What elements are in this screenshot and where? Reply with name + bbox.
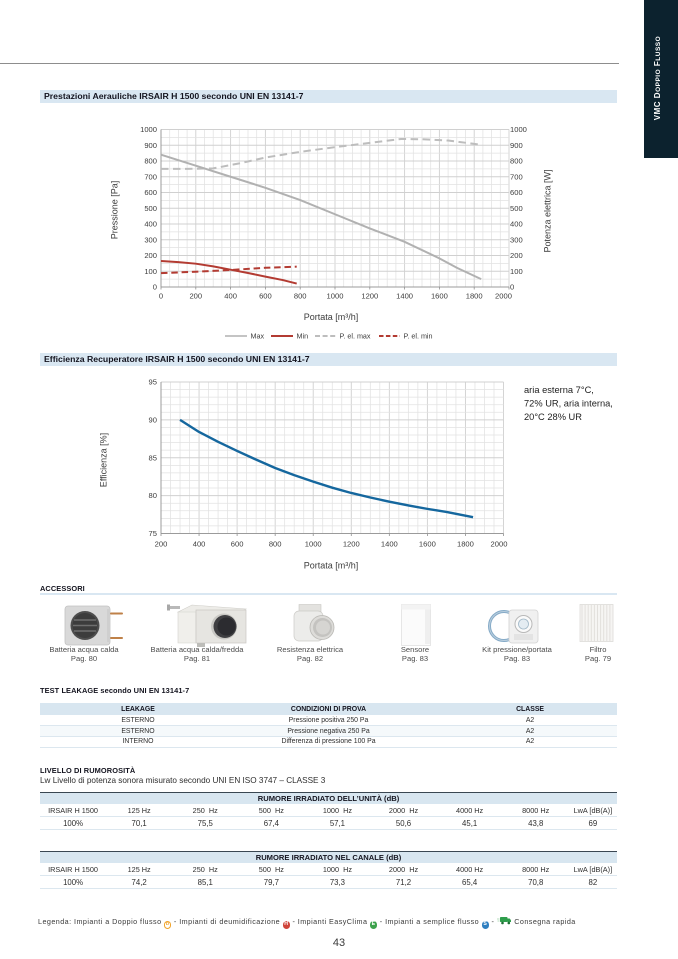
svg-text:Potenza elettrica [W]: Potenza elettrica [W] [543,169,553,252]
svg-text:P. el. max: P. el. max [340,331,371,340]
svg-text:600: 600 [510,188,523,197]
svg-text:800: 800 [510,157,523,166]
svg-text:0: 0 [510,283,514,292]
svg-text:400: 400 [193,540,206,549]
svg-text:700: 700 [510,172,523,181]
svg-text:Pressione [Pa]: Pressione [Pa] [110,181,120,240]
svg-text:600: 600 [231,540,244,549]
svg-text:0: 0 [159,292,163,301]
svg-text:1800: 1800 [466,292,483,301]
svg-text:300: 300 [144,235,157,244]
svg-text:Portata [m³/h]: Portata [m³/h] [304,312,359,322]
svg-text:1200: 1200 [343,540,360,549]
svg-text:100: 100 [144,267,157,276]
svg-text:200: 200 [155,540,168,549]
svg-text:80: 80 [149,491,157,500]
svg-text:800: 800 [269,540,282,549]
svg-text:1400: 1400 [381,540,398,549]
svg-text:Min: Min [297,331,309,340]
svg-text:500: 500 [144,204,157,213]
svg-text:85: 85 [149,453,157,462]
svg-text:1600: 1600 [419,540,436,549]
svg-text:1000: 1000 [510,125,527,134]
svg-text:P. el. min: P. el. min [404,331,433,340]
svg-text:Max: Max [251,331,265,340]
svg-text:1600: 1600 [431,292,448,301]
svg-text:100: 100 [510,267,523,276]
svg-text:800: 800 [144,157,157,166]
svg-text:900: 900 [510,141,523,150]
svg-text:aria esterna 7°C,: aria esterna 7°C, [524,385,594,395]
svg-text:0: 0 [153,283,157,292]
svg-text:75: 75 [149,529,157,538]
svg-text:90: 90 [149,415,157,424]
svg-text:600: 600 [144,188,157,197]
svg-text:2000: 2000 [491,540,508,549]
svg-text:2000: 2000 [495,292,512,301]
svg-text:400: 400 [144,220,157,229]
svg-text:200: 200 [510,251,523,260]
svg-text:Portata [m³/h]: Portata [m³/h] [304,561,359,571]
svg-text:700: 700 [144,172,157,181]
svg-text:400: 400 [510,220,523,229]
svg-text:200: 200 [144,251,157,260]
svg-text:900: 900 [144,141,157,150]
svg-text:1000: 1000 [305,540,322,549]
svg-text:1000: 1000 [327,292,344,301]
svg-text:200: 200 [189,292,202,301]
svg-text:Efficienza [%]: Efficienza [%] [99,433,109,487]
svg-text:600: 600 [259,292,272,301]
svg-text:300: 300 [510,235,523,244]
svg-text:800: 800 [294,292,307,301]
svg-text:72% UR, aria interna,: 72% UR, aria interna, [524,399,613,409]
svg-text:500: 500 [510,204,523,213]
svg-text:1800: 1800 [457,540,474,549]
svg-text:400: 400 [224,292,237,301]
svg-text:1200: 1200 [361,292,378,301]
svg-text:1000: 1000 [140,125,157,134]
svg-text:20°C 28% UR: 20°C 28% UR [524,412,582,422]
svg-text:1400: 1400 [396,292,413,301]
svg-text:95: 95 [149,378,157,387]
